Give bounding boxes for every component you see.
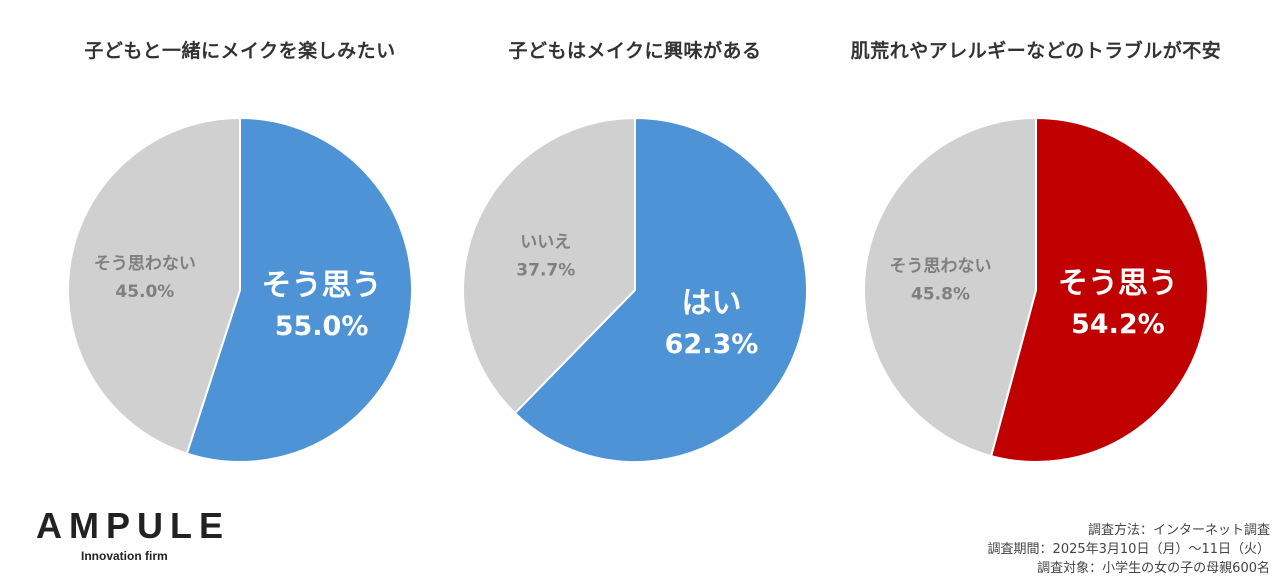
pie-slice xyxy=(989,116,1209,463)
slice-value-label: 37.7% xyxy=(516,261,575,281)
pie-chart-1: 子どもと一緒にメイクを楽しみたい そう思う 55.0% そう思わない 45.0% xyxy=(30,0,450,480)
survey-period: 調査期間：2025年3月10日（月）～11日（火） xyxy=(987,542,1270,557)
slice-label: そう思わない xyxy=(890,256,992,276)
brand-logo: AMPULE xyxy=(36,505,230,546)
slice-value-label: 54.2% xyxy=(1071,309,1165,340)
survey-info: 調査方法：インターネット調査 調査期間：2025年3月10日（月）～11日（火）… xyxy=(988,521,1270,578)
slice-value-label: 45.0% xyxy=(115,282,174,302)
pie-chart-2: 子どもはメイクに興味がある はい 62.3% いいえ 37.7% xyxy=(425,0,845,480)
pie-slice xyxy=(462,116,636,415)
pie-chart-3: 肌荒れやアレルギーなどのトラブルが不安 そう思う 54.2% そう思わない 45.8% xyxy=(826,0,1246,480)
chart-title: 子どもはメイクに興味がある xyxy=(508,40,762,62)
slice-label: いいえ xyxy=(520,233,571,253)
slice-value-label: 45.8% xyxy=(911,284,970,304)
pie-svg: はい 62.3% いいえ 37.7% xyxy=(462,116,808,463)
pie-slice xyxy=(863,116,1037,458)
pie-slice xyxy=(66,116,241,455)
slice-value-label: 62.3% xyxy=(665,329,759,360)
slice-value-label: 55.0% xyxy=(275,311,369,342)
slice-label: そう思う xyxy=(1058,266,1178,301)
pie-slice xyxy=(185,116,413,463)
pie-slice xyxy=(513,116,808,463)
chart-title: 子どもと一緒にメイクを楽しみたい xyxy=(84,40,396,62)
pie-svg: そう思う 55.0% そう思わない 45.0% xyxy=(66,116,413,463)
slice-label: はい xyxy=(681,286,741,321)
slice-label: そう思わない xyxy=(94,254,196,274)
survey-method: 調査方法：インターネット調査 xyxy=(1087,523,1270,538)
brand-logo-block: AMPULE Innovation firm xyxy=(36,505,230,564)
survey-target: 調査対象：小学生の女の子の母親600名 xyxy=(1037,561,1270,576)
chart-title: 肌荒れやアレルギーなどのトラブルが不安 xyxy=(850,40,1222,62)
brand-tagline: Innovation firm xyxy=(81,549,168,563)
slice-label: そう思う xyxy=(262,268,382,303)
pie-svg: そう思う 54.2% そう思わない 45.8% xyxy=(863,116,1209,463)
